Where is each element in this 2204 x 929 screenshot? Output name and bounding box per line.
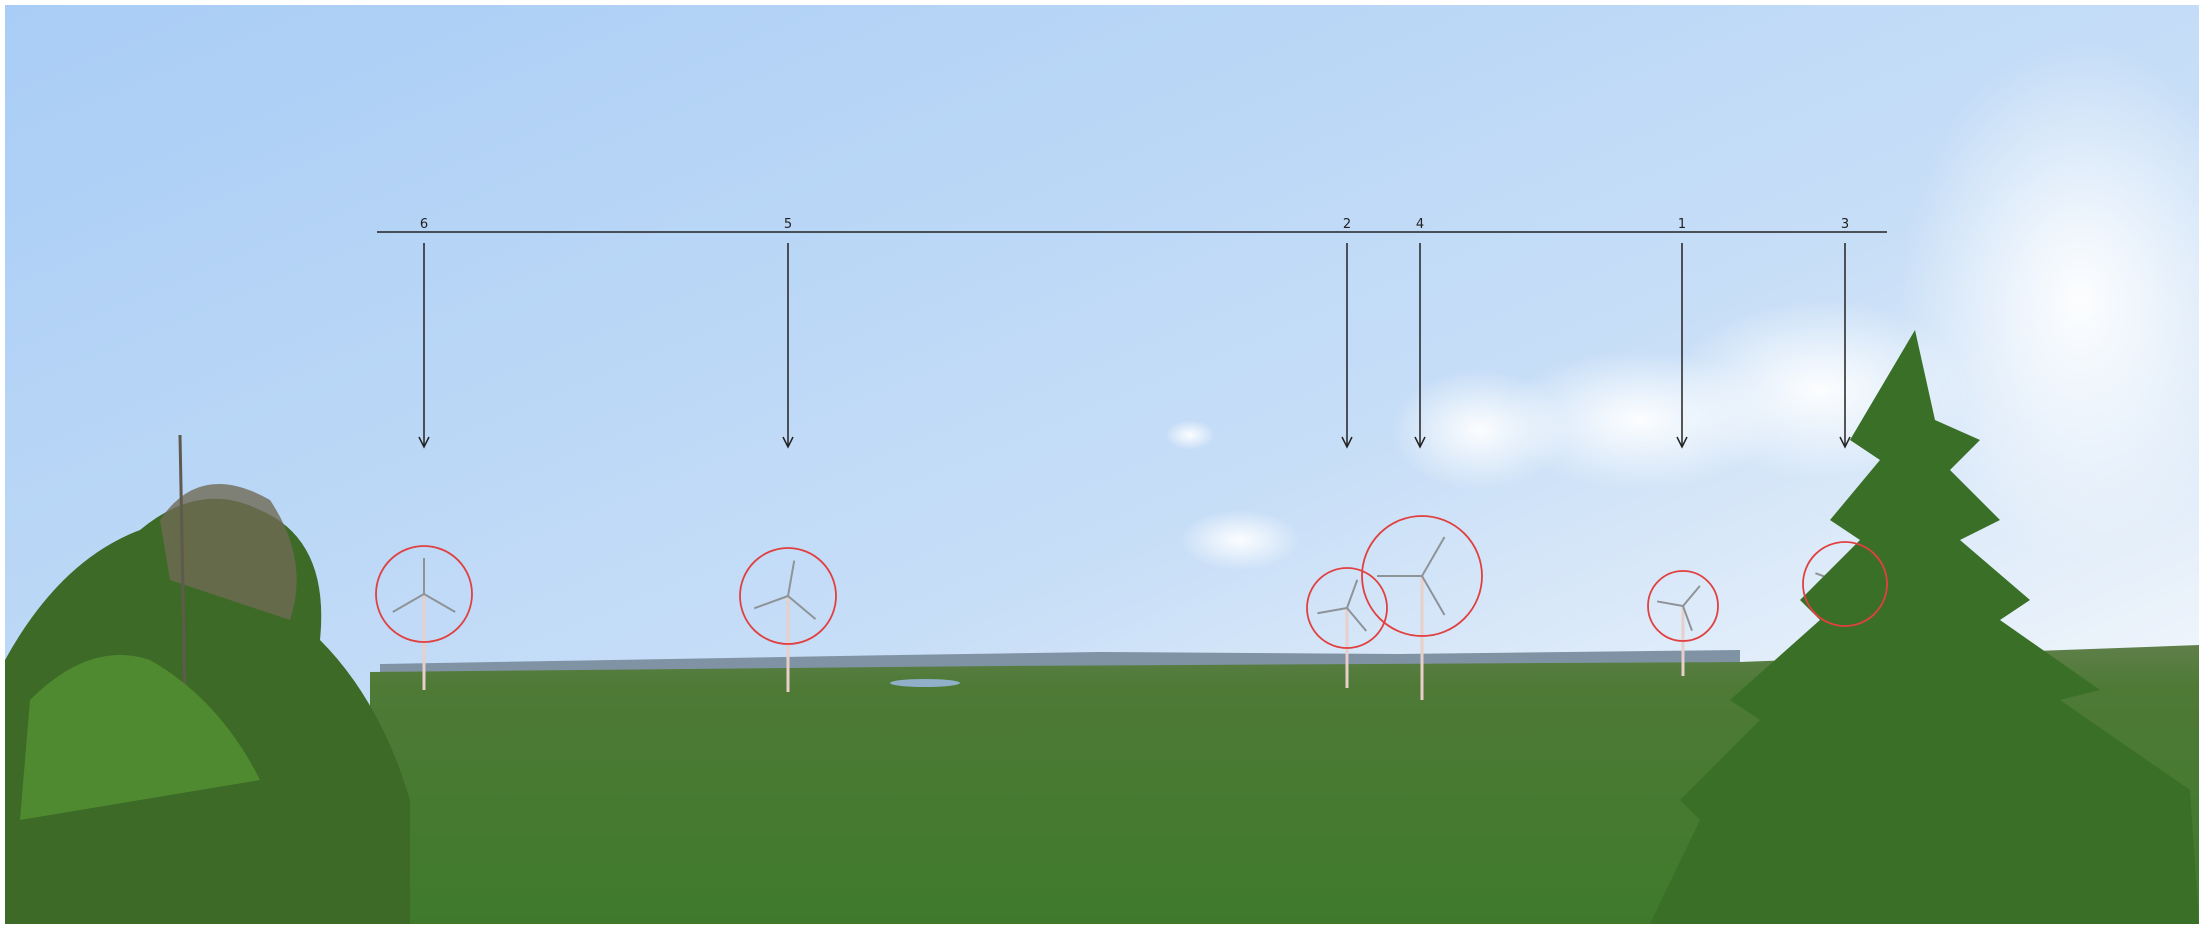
- marker-label: 2: [1343, 217, 1351, 232]
- marker-label: 6: [420, 217, 428, 232]
- lake: [890, 679, 960, 687]
- marker-label: 5: [784, 217, 792, 232]
- page: 652413 (() => { const data = JSON.parse(…: [0, 0, 2204, 929]
- marker-label: 1: [1678, 217, 1686, 232]
- marker-label: 3: [1841, 217, 1849, 232]
- photomontage: 6 5 2 4 1 3: [0, 0, 2204, 929]
- marker-label: 4: [1416, 217, 1424, 232]
